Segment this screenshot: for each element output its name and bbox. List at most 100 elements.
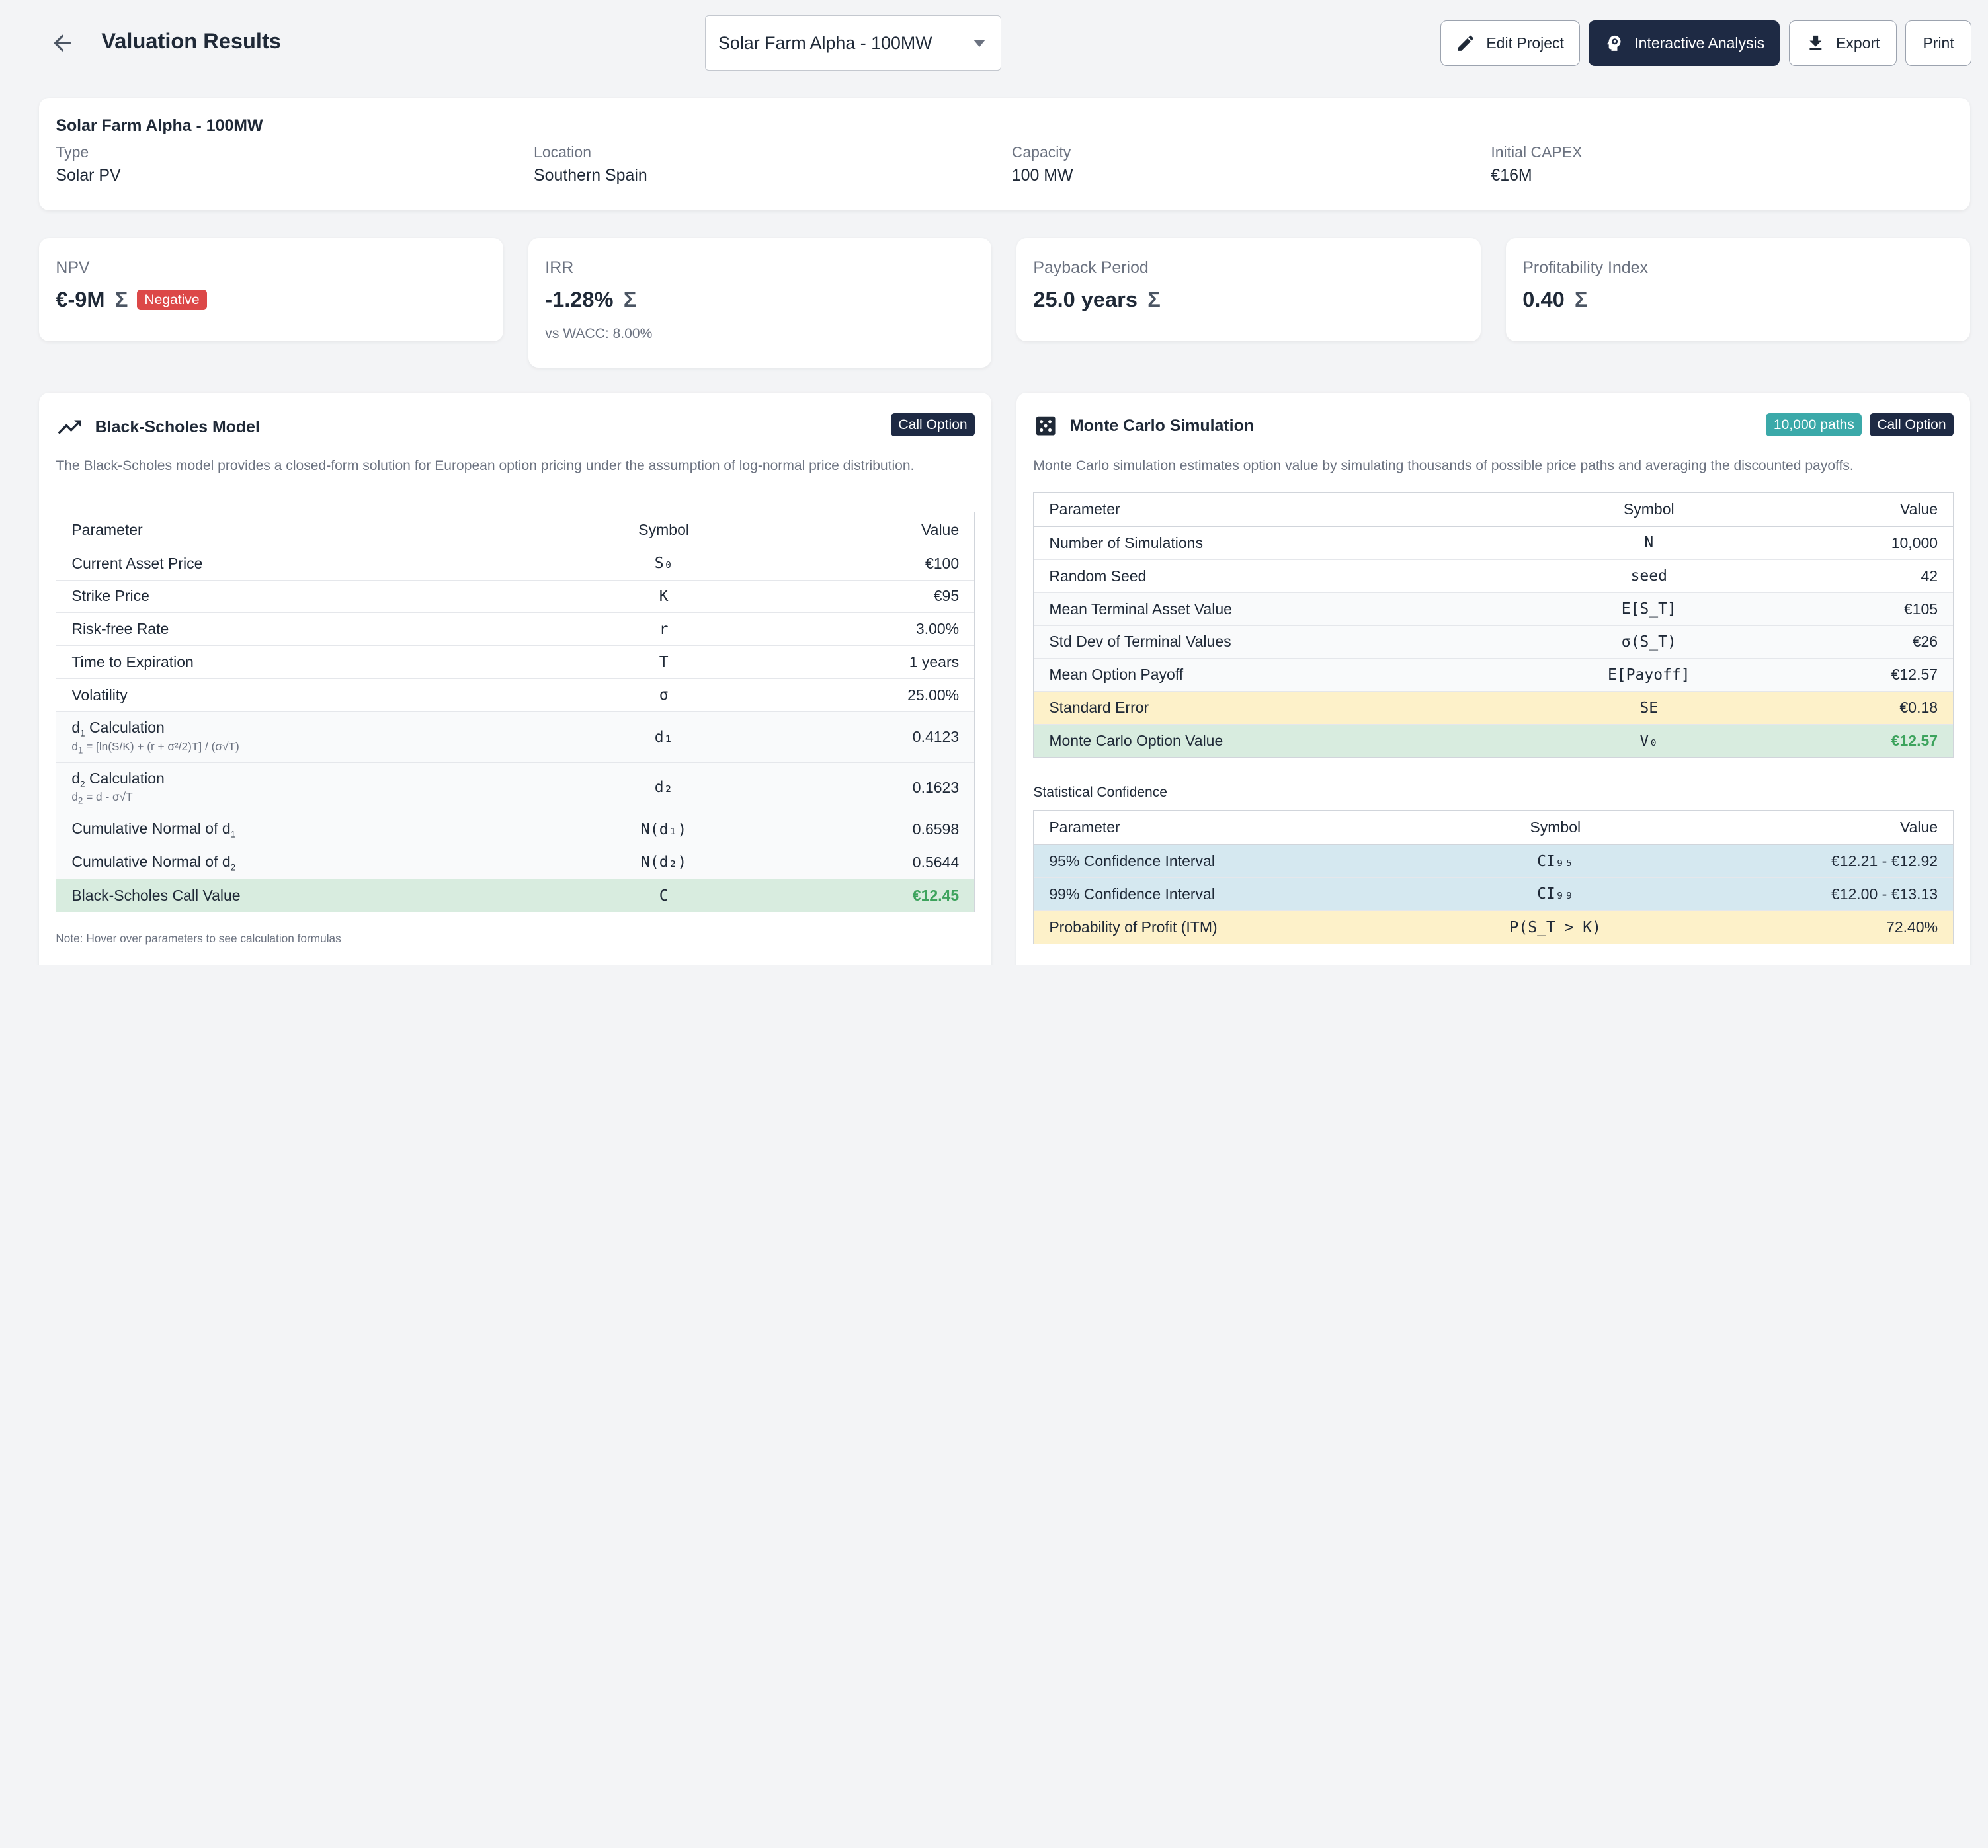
- symbol-cell: E[S_T]: [1520, 592, 1778, 626]
- profitability-index-card: Profitability Index 0.40 Σ: [1506, 238, 1970, 341]
- field-value: 100 MW: [1011, 166, 1073, 185]
- project-select-value: Solar Farm Alpha - 100MW: [718, 32, 932, 53]
- table-row[interactable]: Number of Simulations N 10,000: [1034, 526, 1954, 560]
- symbol-cell: N: [1520, 526, 1778, 560]
- download-icon: [1809, 35, 1822, 50]
- table-row[interactable]: Risk-free Rate r 3.00%: [56, 612, 975, 647]
- value-cell: €12.21 - €12.92: [1678, 844, 1954, 879]
- npv-label: NPV: [56, 259, 90, 278]
- project-field-capacity: Capacity 100 MW: [1012, 143, 1073, 186]
- project-select[interactable]: Solar Farm Alpha - 100MW: [704, 15, 1002, 71]
- value-cell: 3.00%: [766, 612, 975, 647]
- irr-card: IRR -1.28% Σ vs WACC: 8.00%: [528, 238, 992, 368]
- interactive-analysis-label: Interactive Analysis: [1634, 34, 1765, 52]
- table-row[interactable]: Current Asset Price S₀ €100: [56, 547, 975, 581]
- valuation-results-page: Valuation Results Solar Farm Alpha - 100…: [39, 15, 1971, 965]
- table-header-row: Parameter Symbol Value: [1034, 810, 1954, 846]
- edit-project-button[interactable]: Edit Project: [1440, 20, 1580, 66]
- export-button[interactable]: Export: [1788, 20, 1897, 66]
- param-label: Cumulative Normal of d: [71, 819, 231, 837]
- param-cell: Std Dev of Terminal Values: [1034, 625, 1520, 659]
- value-cell: 1 years: [766, 645, 975, 680]
- print-button[interactable]: Print: [1905, 20, 1971, 66]
- statistical-confidence-heading: Statistical Confidence: [1033, 784, 1168, 800]
- col-parameter: Parameter: [1034, 810, 1433, 846]
- table-row[interactable]: Cumulative Normal of d2 N(d₂) 0.5644: [56, 846, 975, 879]
- table-row[interactable]: d1 Calculation d1 = [ln(S/K) + (r + σ²/2…: [56, 711, 975, 763]
- back-button[interactable]: [46, 26, 79, 60]
- value-cell: €0.18: [1777, 691, 1954, 725]
- col-symbol: Symbol: [1520, 492, 1778, 528]
- sigma-icon[interactable]: Σ: [1147, 288, 1161, 312]
- col-value: Value: [766, 512, 975, 547]
- table-row[interactable]: Standard Error SE €0.18: [1034, 691, 1954, 725]
- param-cell: Mean Terminal Asset Value: [1034, 592, 1520, 626]
- param-label: Calculation: [89, 719, 165, 737]
- param-cell: Cumulative Normal of d1: [56, 813, 561, 847]
- value-cell: €12.57: [1777, 724, 1954, 758]
- table-row[interactable]: Cumulative Normal of d1 N(d₁) 0.6598: [56, 813, 975, 847]
- project-field-capex: Initial CAPEX €16M: [1491, 143, 1582, 186]
- col-symbol: Symbol: [561, 512, 767, 547]
- sigma-icon[interactable]: Σ: [623, 288, 637, 312]
- table-row[interactable]: 99% Confidence Interval CI₉₉ €12.00 - €1…: [1034, 877, 1954, 911]
- table-row[interactable]: Mean Terminal Asset Value E[S_T] €105: [1034, 592, 1954, 626]
- symbol-cell: P(S_T > K): [1432, 910, 1678, 944]
- export-label: Export: [1836, 34, 1880, 52]
- value-cell: 25.00%: [766, 678, 975, 712]
- project-field-location: Location Southern Spain: [534, 143, 647, 186]
- paths-badge: 10,000 paths: [1766, 413, 1862, 437]
- sigma-icon[interactable]: Σ: [1575, 288, 1588, 312]
- table-row[interactable]: Strike Price K €95: [56, 580, 975, 614]
- symbol-cell: d₂: [561, 762, 767, 814]
- param-cell: 95% Confidence Interval: [1034, 844, 1433, 879]
- value-cell: 10,000: [1777, 526, 1954, 560]
- formula-body: = [ln(S/K) + (r + σ²/2)T] / (σ√T): [86, 739, 239, 753]
- table-row-result[interactable]: Monte Carlo Option Value V₀ €12.57: [1034, 724, 1954, 758]
- table-row[interactable]: d2 Calculation d2 = d - σ√T d₂ 0.1623: [56, 762, 975, 814]
- value-cell: €95: [766, 580, 975, 614]
- chevron-down-icon: [973, 40, 986, 47]
- field-value: Solar PV: [56, 166, 121, 185]
- table-row-result[interactable]: Black-Scholes Call Value C €12.45: [56, 879, 975, 912]
- page-title: Valuation Results: [101, 29, 281, 54]
- table-row[interactable]: 95% Confidence Interval CI₉₅ €12.21 - €1…: [1034, 844, 1954, 879]
- param-cell: Time to Expiration: [56, 645, 561, 680]
- table-row[interactable]: Volatility σ 25.00%: [56, 678, 975, 712]
- symbol-cell: K: [561, 580, 767, 614]
- param-cell: Mean Option Payoff: [1034, 658, 1520, 692]
- npv-card: NPV €-9M Σ Negative: [39, 238, 504, 341]
- param-cell: Standard Error: [1034, 691, 1520, 725]
- symbol-cell: seed: [1520, 559, 1778, 593]
- project-name: Solar Farm Alpha - 100MW: [56, 116, 263, 136]
- value-cell: €12.00 - €13.13: [1678, 877, 1954, 911]
- value-cell: 0.1623: [766, 762, 975, 814]
- dice-icon: [1036, 416, 1056, 436]
- irr-value: -1.28%: [545, 288, 614, 312]
- value-cell: 72.40%: [1678, 910, 1954, 944]
- col-parameter: Parameter: [56, 512, 561, 547]
- table-row[interactable]: Std Dev of Terminal Values σ(S_T) €26: [1034, 625, 1954, 659]
- field-label: Type: [56, 143, 89, 161]
- table-row[interactable]: Probability of Profit (ITM) P(S_T > K) 7…: [1034, 910, 1954, 944]
- param-cell: Monte Carlo Option Value: [1034, 724, 1520, 758]
- value-cell: €100: [766, 547, 975, 581]
- table-row[interactable]: Mean Option Payoff E[Payoff] €12.57: [1034, 658, 1954, 692]
- param-label: Cumulative Normal of d: [71, 852, 231, 870]
- print-label: Print: [1923, 34, 1954, 52]
- field-label: Capacity: [1011, 143, 1071, 161]
- field-label: Location: [534, 143, 592, 161]
- param-cell: Volatility: [56, 678, 561, 712]
- call-option-badge: Call Option: [890, 413, 975, 437]
- psychology-icon: [1607, 35, 1621, 51]
- call-option-badge: Call Option: [1869, 413, 1954, 437]
- payback-label: Payback Period: [1033, 259, 1149, 278]
- irr-wacc-compare: vs WACC: 8.00%: [545, 325, 653, 341]
- field-value: €16M: [1491, 166, 1532, 185]
- interactive-analysis-button[interactable]: Interactive Analysis: [1589, 20, 1780, 66]
- black-scholes-description: The Black-Scholes model provides a close…: [56, 458, 915, 474]
- edit-project-label: Edit Project: [1486, 34, 1564, 52]
- sigma-icon[interactable]: Σ: [114, 288, 128, 312]
- table-row[interactable]: Time to Expiration T 1 years: [56, 645, 975, 680]
- table-row[interactable]: Random Seed seed 42: [1034, 559, 1954, 593]
